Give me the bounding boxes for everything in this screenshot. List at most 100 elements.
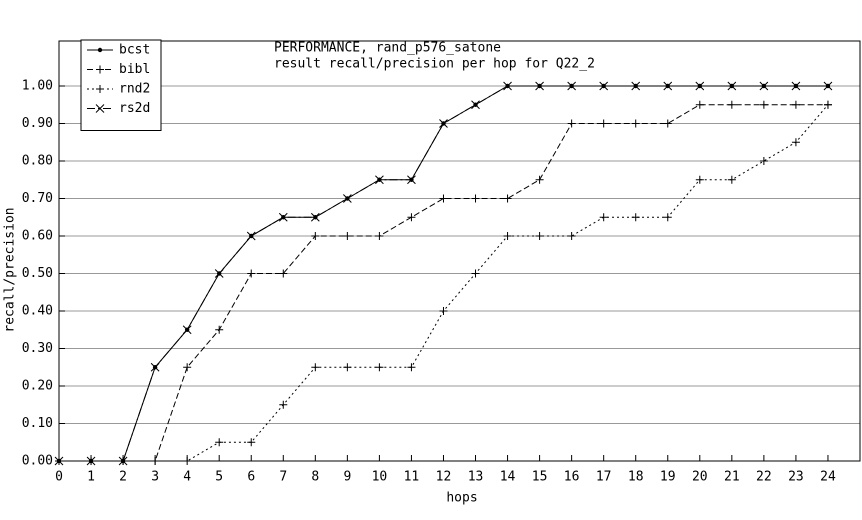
x-tick-label: 21 <box>724 470 740 485</box>
x-tick-label: 7 <box>279 470 287 485</box>
point <box>791 100 800 109</box>
point <box>343 232 352 240</box>
x-tick-label: 11 <box>404 470 420 485</box>
point <box>599 119 608 128</box>
point <box>791 138 800 147</box>
point <box>343 363 352 372</box>
point <box>375 232 384 240</box>
legend-marker <box>96 85 104 93</box>
x-tick-label: 17 <box>596 470 612 485</box>
point <box>151 457 160 465</box>
point <box>407 213 416 222</box>
point <box>343 194 352 203</box>
y-tick-label: 0.40 <box>22 304 53 319</box>
point <box>631 81 641 91</box>
point <box>823 100 832 109</box>
point <box>150 362 160 372</box>
x-tick-label: 24 <box>820 470 836 485</box>
y-tick-label: 0.60 <box>22 229 53 244</box>
legend-marker <box>96 65 104 74</box>
point <box>759 100 768 109</box>
legend-marker <box>95 104 105 113</box>
point <box>663 213 672 222</box>
point <box>727 175 736 184</box>
point <box>471 100 480 110</box>
point <box>310 212 320 222</box>
x-tick-label: 14 <box>500 470 516 485</box>
x-tick-label: 1 <box>87 470 95 485</box>
point <box>86 456 96 466</box>
y-tick-label: 1.00 <box>22 79 53 94</box>
y-tick-label: 0.70 <box>22 191 53 206</box>
point <box>407 175 416 185</box>
point <box>631 119 640 128</box>
point <box>695 81 705 91</box>
point <box>759 81 769 91</box>
point <box>663 119 672 128</box>
x-tick-label: 22 <box>756 470 772 485</box>
x-tick-label: 5 <box>215 470 223 485</box>
legend-label: bibl <box>119 62 150 77</box>
point <box>631 213 640 222</box>
point <box>407 363 416 372</box>
y-tick-label: 0.30 <box>22 341 53 356</box>
point <box>439 307 448 315</box>
x-tick-label: 23 <box>788 470 804 485</box>
legend-label: rs2d <box>119 101 150 116</box>
point <box>439 119 448 128</box>
point <box>727 81 737 91</box>
point <box>278 212 288 222</box>
legend-marker <box>97 47 103 53</box>
legend-box <box>80 39 162 131</box>
point <box>599 213 608 222</box>
x-tick-label: 0 <box>55 470 63 485</box>
x-tick-label: 16 <box>564 470 580 485</box>
x-tick-label: 12 <box>436 470 452 485</box>
y-tick-label: 0.90 <box>22 116 53 131</box>
point <box>503 81 512 91</box>
point <box>214 269 224 278</box>
x-tick-label: 15 <box>532 470 548 485</box>
x-tick-label: 8 <box>311 470 319 485</box>
point <box>118 456 128 466</box>
point <box>791 81 801 91</box>
point <box>183 363 192 372</box>
point <box>599 81 609 91</box>
point <box>663 81 673 91</box>
chart-subtitle: result recall/precision per hop for Q22_… <box>274 57 595 72</box>
legend-label: bcst <box>119 43 150 58</box>
point <box>567 81 576 91</box>
point <box>279 269 288 278</box>
point <box>375 363 384 372</box>
point <box>535 232 544 240</box>
y-tick-label: 0.20 <box>22 379 53 394</box>
x-tick-label: 9 <box>343 470 351 485</box>
point <box>311 232 320 240</box>
point <box>182 325 192 335</box>
legend-label: rnd2 <box>119 82 150 97</box>
x-axis-label: hops <box>446 491 477 506</box>
point <box>439 194 448 203</box>
y-tick-label: 0.50 <box>22 266 53 281</box>
x-tick-label: 4 <box>183 470 191 485</box>
point <box>246 231 256 241</box>
x-tick-label: 3 <box>151 470 159 485</box>
point <box>503 232 512 240</box>
x-tick-label: 19 <box>660 470 676 485</box>
point <box>375 175 384 185</box>
series-line <box>59 104 828 462</box>
point <box>311 363 320 372</box>
point <box>695 175 704 184</box>
x-tick-label: 13 <box>468 470 484 485</box>
point <box>823 81 833 91</box>
point <box>54 456 64 466</box>
x-tick-label: 2 <box>119 470 127 485</box>
y-axis-label: recall/precision <box>3 207 18 332</box>
x-tick-label: 18 <box>628 470 644 485</box>
point <box>279 400 288 409</box>
x-tick-label: 10 <box>372 470 388 485</box>
y-tick-label: 0.00 <box>22 454 53 469</box>
point <box>759 157 768 165</box>
y-tick-label: 0.10 <box>22 416 53 431</box>
